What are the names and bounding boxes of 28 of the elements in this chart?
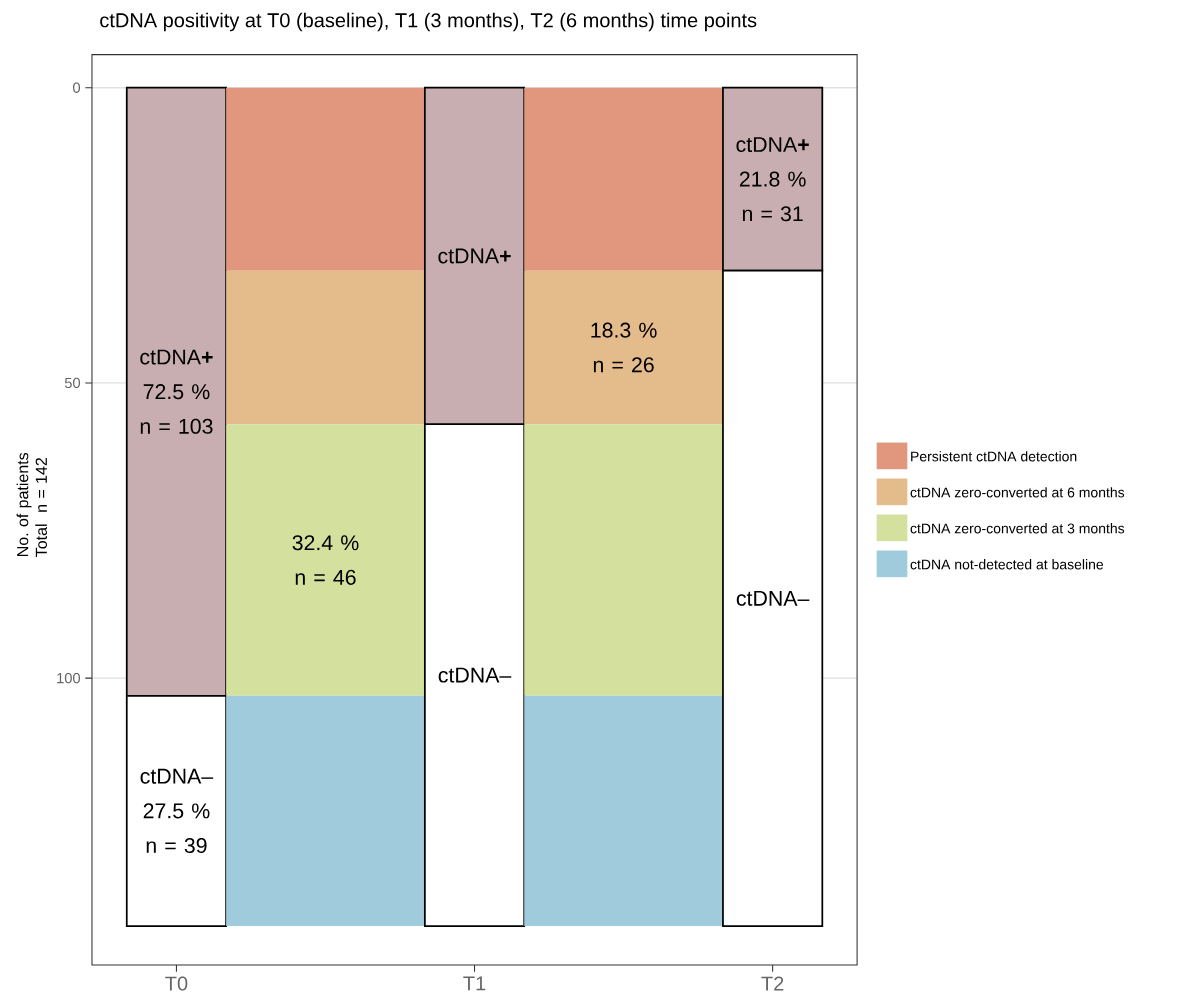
legend-label: ctDNA zero-converted at 3 months	[910, 522, 1125, 534]
bar	[524, 424, 723, 696]
x-tick-label: T2	[761, 976, 784, 991]
data-label: ctDNA+ 72.5 % n = 103	[140, 349, 213, 434]
bar	[226, 270, 425, 425]
data-label: 18.3 % n = 26	[591, 322, 657, 373]
bar	[226, 424, 425, 696]
data-label: 32.4 % n = 46	[292, 534, 359, 585]
data-label: ctDNA–	[736, 590, 810, 606]
y-tick-label: 100	[57, 672, 81, 684]
legend-label: ctDNA not-detected at baseline	[910, 558, 1104, 570]
x-tick-label: T0	[165, 976, 188, 991]
data-label: ctDNA– 27.5 % n = 39	[140, 768, 214, 853]
y-axis-title: No. of patients Total n = 142	[16, 452, 47, 557]
bar	[524, 695, 723, 926]
legend-label: ctDNA zero-converted at 6 months	[910, 486, 1125, 498]
legend-label: Persistent ctDNA detection	[911, 450, 1077, 462]
data-label: ctDNA+ 21.8 % n = 31	[736, 136, 809, 222]
bar	[524, 87, 723, 271]
data-label: ctDNA–	[438, 667, 512, 683]
data-label: ctDNA+	[438, 248, 511, 264]
chart-title: ctDNA positivity at T0 (baseline), T1 (3 months), T2 (6 months) time points	[100, 12, 757, 32]
bar	[226, 695, 425, 926]
y-tick-label: 50	[64, 377, 81, 388]
x-tick-label: T1	[463, 976, 486, 990]
bar	[524, 270, 723, 425]
y-tick-label: 0	[73, 82, 81, 93]
bar	[226, 87, 425, 271]
